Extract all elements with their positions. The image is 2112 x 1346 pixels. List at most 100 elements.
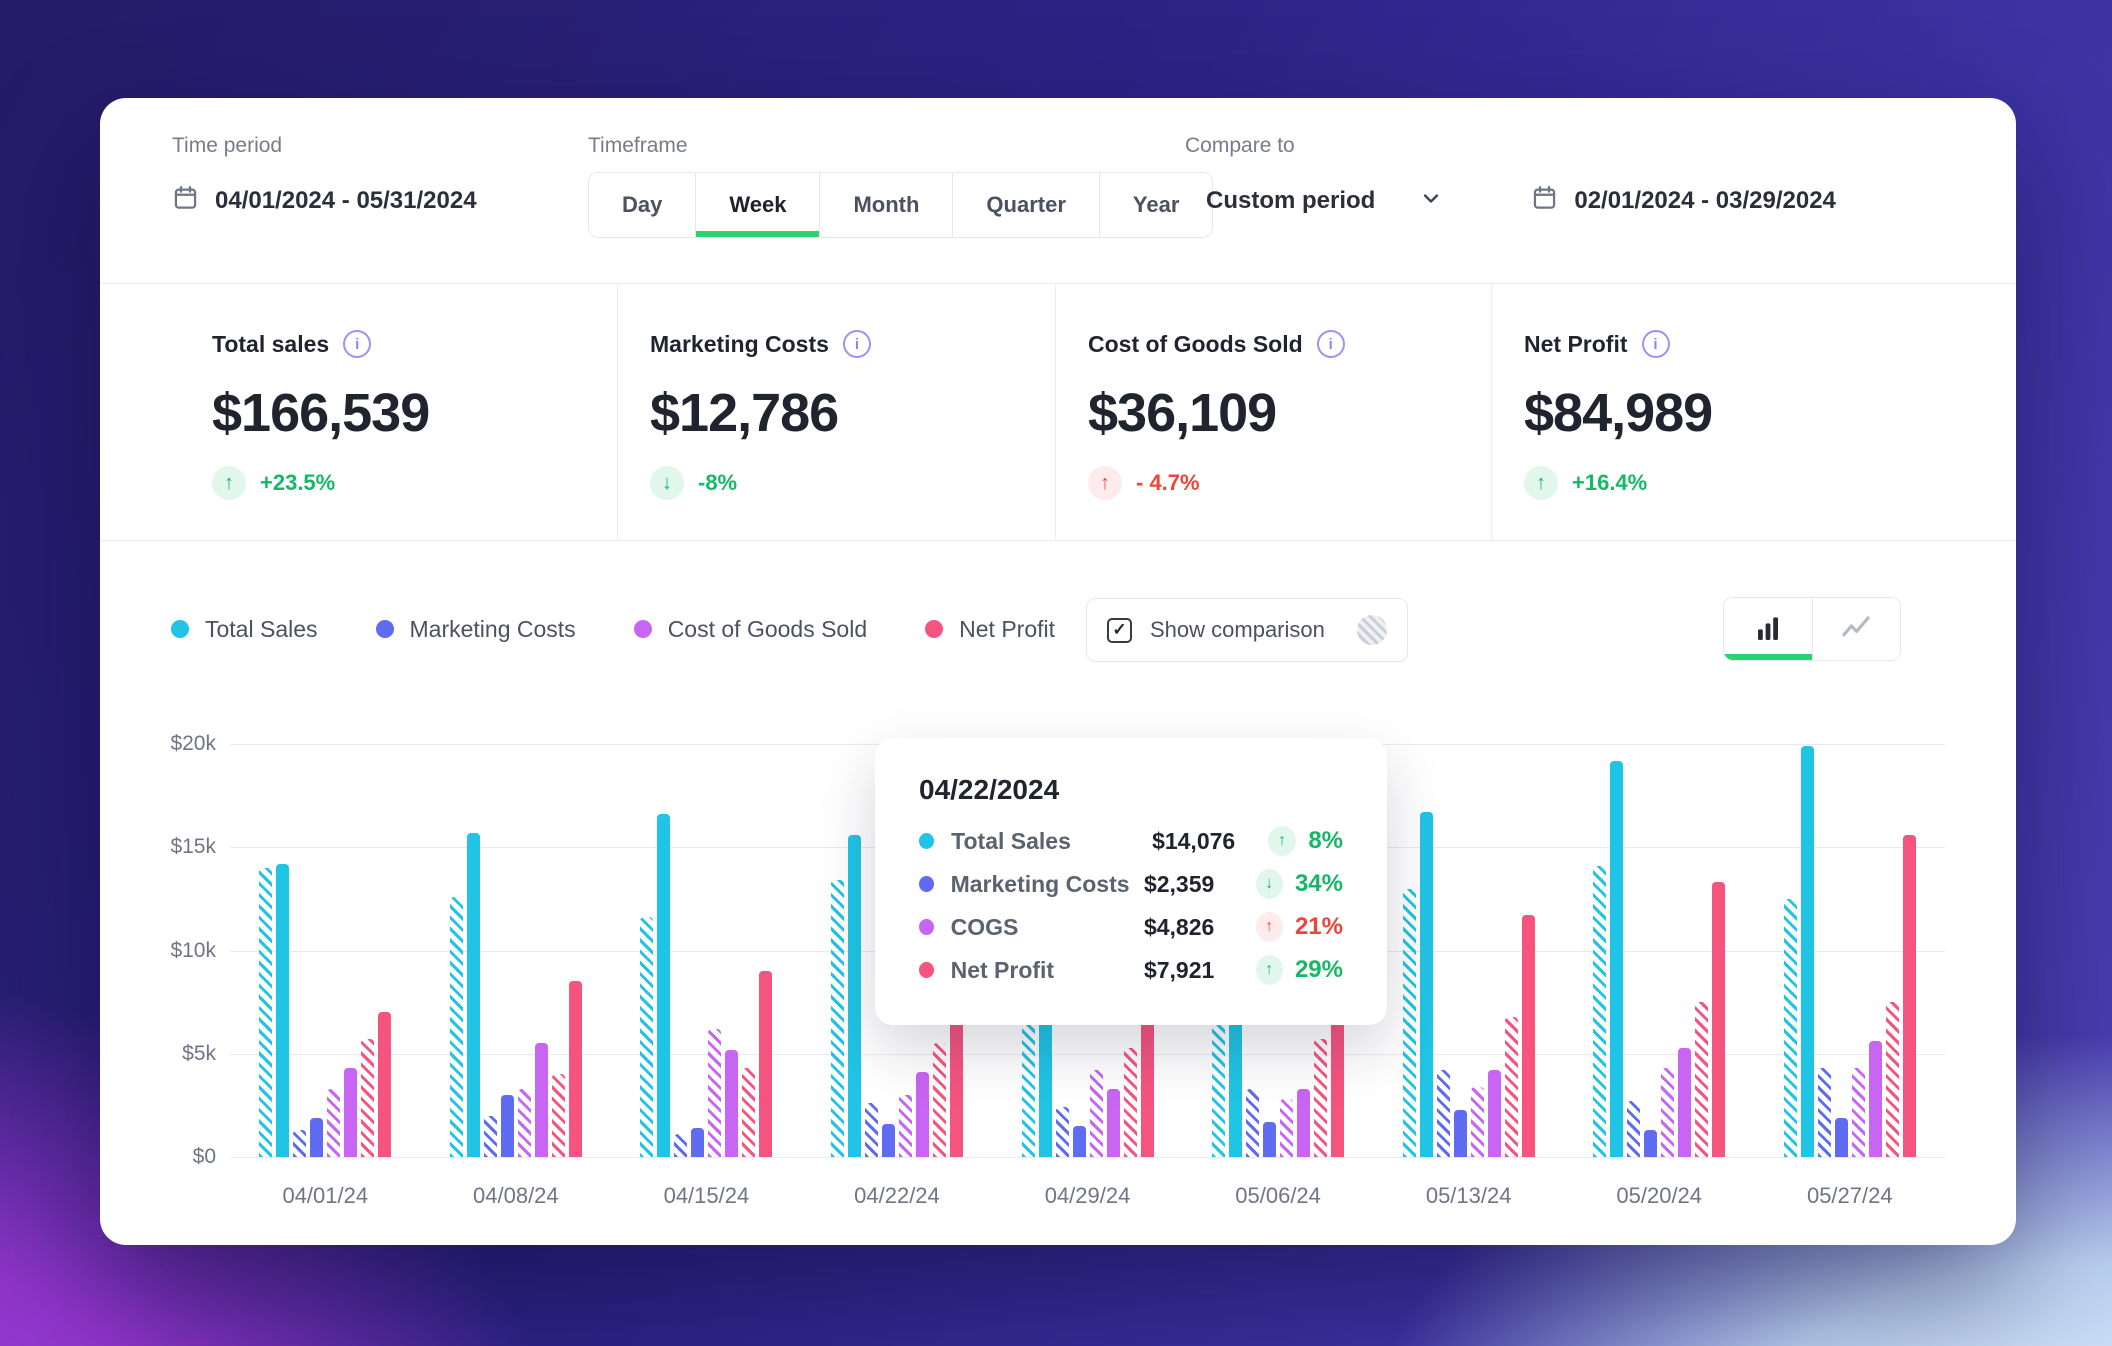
bar-total-sales-04-15-24[interactable] — [657, 814, 671, 1157]
bar-marketing-costs-04-29-24[interactable] — [1072, 1126, 1086, 1157]
bar-total-sales-05-20-24[interactable] — [1610, 760, 1624, 1157]
bar-total-sales-comparison-04-01-24[interactable] — [259, 867, 273, 1157]
compare-period-value[interactable]: 02/01/2024 - 03/29/2024 — [1531, 184, 1836, 218]
bar-net-profit-comparison-05-13-24[interactable] — [1504, 1016, 1518, 1157]
kpi-title: Marketing Costs — [650, 330, 829, 357]
bar-marketing-costs-05-06-24[interactable] — [1263, 1121, 1277, 1157]
comparison-hatch-icon — [1357, 615, 1387, 645]
bar-total-sales-04-08-24[interactable] — [466, 832, 480, 1157]
calendar-icon — [1531, 184, 1558, 218]
bar-chart-toggle-button[interactable] — [1724, 598, 1812, 660]
bar-group-04-08-24 — [421, 744, 612, 1157]
show-comparison-control[interactable]: ✓ Show comparison — [1086, 598, 1408, 662]
bar-net-profit-04-15-24[interactable] — [759, 971, 773, 1157]
legend-item-marketing-costs[interactable]: Marketing Costs — [375, 616, 576, 643]
bar-total-sales-04-01-24[interactable] — [276, 863, 290, 1157]
bar-marketing-costs-comparison-05-27-24[interactable] — [1817, 1068, 1831, 1157]
bar-net-profit-04-29-24[interactable] — [1140, 1012, 1154, 1157]
x-tick-label: 04/01/24 — [282, 1183, 369, 1208]
bar-net-profit-comparison-05-27-24[interactable] — [1885, 1002, 1899, 1157]
tab-year[interactable]: Year — [1098, 173, 1213, 237]
bar-cost-of-goods-sold-05-06-24[interactable] — [1297, 1088, 1311, 1157]
bar-cost-of-goods-sold-05-27-24[interactable] — [1868, 1041, 1882, 1157]
bar-marketing-costs-comparison-04-22-24[interactable] — [864, 1103, 878, 1157]
bar-net-profit-comparison-04-01-24[interactable] — [361, 1039, 375, 1157]
dashboard-card: Time period 04/01/2024 - 05/31/2024 Time… — [100, 98, 2016, 1245]
bar-net-profit-04-08-24[interactable] — [568, 981, 582, 1157]
bar-marketing-costs-comparison-04-29-24[interactable] — [1055, 1107, 1069, 1157]
line-chart-toggle-button[interactable] — [1811, 598, 1900, 660]
legend-item-net-profit[interactable]: Net Profit — [925, 616, 1055, 643]
bar-marketing-costs-04-22-24[interactable] — [881, 1123, 895, 1157]
show-comparison-checkbox[interactable]: ✓ — [1107, 617, 1132, 643]
tab-week[interactable]: Week — [695, 173, 820, 237]
kpi-delta: +23.5% — [260, 470, 336, 495]
bar-marketing-costs-comparison-05-13-24[interactable] — [1436, 1070, 1450, 1157]
tab-quarter[interactable]: Quarter — [952, 173, 1099, 237]
kpi-value: $12,786 — [650, 383, 839, 443]
bar-net-profit-comparison-04-15-24[interactable] — [742, 1068, 756, 1157]
bar-total-sales-05-13-24[interactable] — [1419, 812, 1433, 1157]
time-period-value[interactable]: 04/01/2024 - 05/31/2024 — [172, 184, 477, 218]
bar-net-profit-05-06-24[interactable] — [1331, 993, 1345, 1157]
info-icon[interactable]: i — [343, 330, 372, 358]
bar-cost-of-goods-sold-comparison-04-01-24[interactable] — [327, 1088, 341, 1157]
bar-marketing-costs-05-13-24[interactable] — [1453, 1109, 1467, 1157]
bar-total-sales-05-27-24[interactable] — [1800, 746, 1814, 1157]
bar-net-profit-05-27-24[interactable] — [1902, 834, 1916, 1157]
bar-marketing-costs-comparison-05-20-24[interactable] — [1627, 1101, 1641, 1157]
bar-total-sales-comparison-05-13-24[interactable] — [1402, 888, 1416, 1157]
bar-marketing-costs-comparison-05-06-24[interactable] — [1246, 1088, 1260, 1157]
bar-cost-of-goods-sold-comparison-05-06-24[interactable] — [1280, 1099, 1294, 1157]
legend-item-cost-of-goods-sold[interactable]: Cost of Goods Sold — [633, 615, 868, 643]
bar-total-sales-comparison-04-15-24[interactable] — [640, 917, 654, 1157]
bar-total-sales-comparison-04-22-24[interactable] — [830, 880, 844, 1157]
bar-cost-of-goods-sold-04-15-24[interactable] — [725, 1049, 739, 1157]
bar-marketing-costs-05-20-24[interactable] — [1644, 1130, 1658, 1157]
bar-cost-of-goods-sold-05-20-24[interactable] — [1678, 1047, 1692, 1157]
info-icon[interactable]: i — [842, 330, 871, 358]
info-icon[interactable]: i — [1641, 330, 1670, 358]
bar-total-sales-comparison-05-20-24[interactable] — [1593, 865, 1607, 1157]
bar-marketing-costs-04-01-24[interactable] — [310, 1117, 324, 1157]
info-icon[interactable]: i — [1316, 330, 1345, 358]
bar-net-profit-05-13-24[interactable] — [1521, 915, 1535, 1157]
bar-net-profit-04-22-24[interactable] — [949, 998, 963, 1157]
bar-cost-of-goods-sold-04-08-24[interactable] — [534, 1043, 548, 1157]
bar-net-profit-05-20-24[interactable] — [1712, 882, 1726, 1157]
bar-total-sales-04-22-24[interactable] — [847, 834, 861, 1157]
bar-marketing-costs-04-08-24[interactable] — [500, 1095, 514, 1157]
bar-cost-of-goods-sold-comparison-05-13-24[interactable] — [1470, 1086, 1484, 1157]
bar-cost-of-goods-sold-comparison-05-20-24[interactable] — [1661, 1068, 1675, 1157]
bar-net-profit-comparison-05-20-24[interactable] — [1695, 1002, 1709, 1157]
compare-period-select[interactable]: Custom period — [1206, 186, 1443, 217]
legend-item-total-sales[interactable]: Total Sales — [171, 616, 318, 643]
bar-cost-of-goods-sold-05-13-24[interactable] — [1487, 1070, 1501, 1157]
bar-marketing-costs-comparison-04-01-24[interactable] — [293, 1130, 307, 1157]
bar-net-profit-04-01-24[interactable] — [378, 1012, 392, 1157]
bar-cost-of-goods-sold-comparison-04-22-24[interactable] — [898, 1095, 912, 1157]
tab-month[interactable]: Month — [819, 173, 953, 237]
bar-net-profit-comparison-04-08-24[interactable] — [551, 1074, 565, 1157]
bar-net-profit-comparison-04-22-24[interactable] — [932, 1043, 946, 1157]
bar-marketing-costs-comparison-04-08-24[interactable] — [483, 1115, 497, 1157]
legend-label: Cost of Goods Sold — [667, 615, 868, 642]
bar-cost-of-goods-sold-comparison-04-08-24[interactable] — [517, 1088, 531, 1157]
bar-marketing-costs-05-27-24[interactable] — [1834, 1117, 1848, 1157]
bar-cost-of-goods-sold-04-29-24[interactable] — [1106, 1088, 1120, 1157]
bar-net-profit-comparison-04-29-24[interactable] — [1123, 1047, 1137, 1157]
bar-cost-of-goods-sold-comparison-04-29-24[interactable] — [1089, 1070, 1103, 1157]
bar-total-sales-comparison-05-27-24[interactable] — [1783, 898, 1797, 1157]
bar-cost-of-goods-sold-04-22-24[interactable] — [915, 1072, 929, 1157]
tab-day[interactable]: Day — [589, 173, 696, 237]
bar-cost-of-goods-sold-04-01-24[interactable] — [344, 1068, 358, 1157]
bar-marketing-costs-comparison-04-15-24[interactable] — [674, 1134, 688, 1157]
bar-cost-of-goods-sold-comparison-05-27-24[interactable] — [1851, 1068, 1865, 1157]
x-tick-label: 05/27/24 — [1806, 1183, 1893, 1208]
bar-net-profit-comparison-05-06-24[interactable] — [1314, 1039, 1328, 1157]
gridline — [230, 1157, 1945, 1158]
legend-dot — [633, 620, 652, 638]
bar-cost-of-goods-sold-comparison-04-15-24[interactable] — [708, 1028, 722, 1157]
bar-marketing-costs-04-15-24[interactable] — [691, 1128, 705, 1157]
bar-total-sales-comparison-04-08-24[interactable] — [449, 896, 463, 1157]
